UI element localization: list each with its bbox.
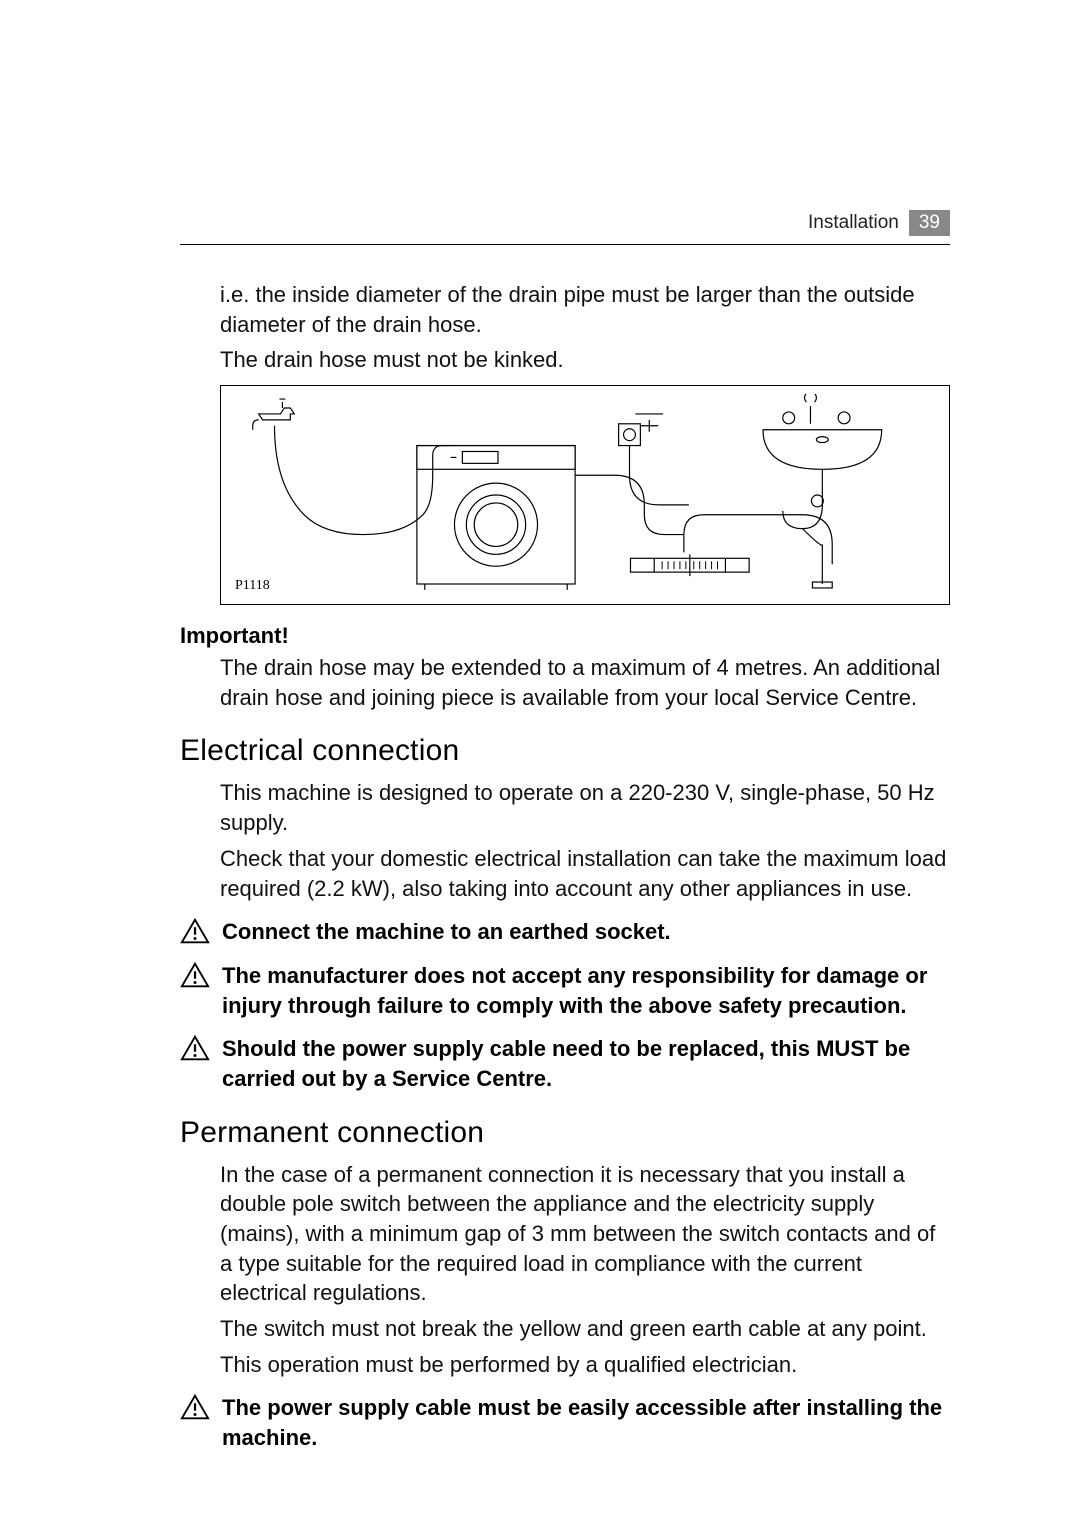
content: i.e. the inside diameter of the drain pi… [180,280,950,1453]
permanent-p3: This operation must be performed by a qu… [220,1350,950,1380]
important-p1: The drain hose may be extended to a maxi… [220,653,950,712]
warning-icon [180,1393,210,1421]
diagram-label: P1118 [235,578,270,594]
permanent-p2: The switch must not break the yellow and… [220,1314,950,1344]
plumbing-diagram: P1118 [220,385,950,605]
electrical-p2: Check that your domestic electrical inst… [220,844,950,903]
intro-p1: i.e. the inside diameter of the drain pi… [220,280,950,339]
header-row: Installation 39 [180,210,950,236]
warning-row-4: The power supply cable must be easily ac… [180,1393,950,1452]
sink-icon [763,394,882,588]
warning-icon [180,917,210,945]
inlet-hose [274,426,452,535]
page-header: Installation 39 [180,210,950,245]
intro-block: i.e. the inside diameter of the drain pi… [220,280,950,605]
warning-row-3: Should the power supply cable need to be… [180,1034,950,1093]
page: Installation 39 i.e. the inside diameter… [0,0,1080,1527]
permanent-p1: In the case of a permanent connection it… [220,1160,950,1308]
warning-text-3: Should the power supply cable need to be… [222,1034,950,1093]
electrical-heading: Electrical connection [180,734,950,768]
section-label: Installation [808,212,899,234]
warning-icon [180,961,210,989]
header-rule [180,244,950,245]
warning-icon [180,1034,210,1062]
warning-row-2: The manufacturer does not accept any res… [180,961,950,1020]
important-label: Important! [180,623,950,649]
warning-text-1: Connect the machine to an earthed socket… [222,917,950,947]
intro-p2: The drain hose must not be kinked. [220,345,950,375]
warning-row-1: Connect the machine to an earthed socket… [180,917,950,947]
page-number: 39 [909,210,950,236]
plumbing-diagram-svg [229,394,941,596]
permanent-heading: Permanent connection [180,1116,950,1150]
tap-icon [259,408,295,420]
wall-socket-icon [619,424,641,446]
warning-text-2: The manufacturer does not accept any res… [222,961,950,1020]
warning-text-4: The power supply cable must be easily ac… [222,1393,950,1452]
washer-body [417,446,575,584]
electrical-p1: This machine is designed to operate on a… [220,778,950,837]
floor-drain-icon [630,554,749,576]
